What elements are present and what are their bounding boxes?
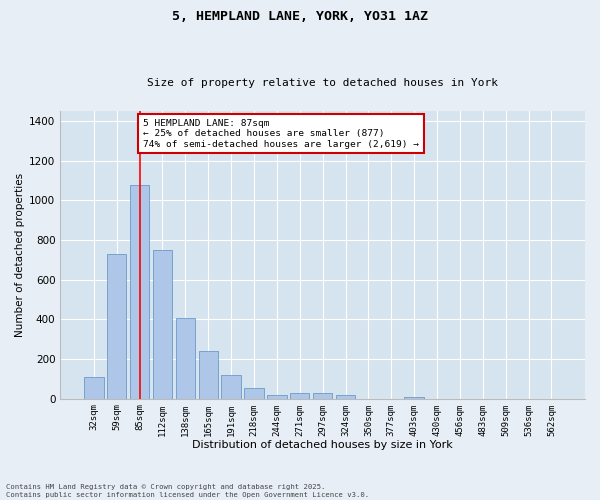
Y-axis label: Number of detached properties: Number of detached properties bbox=[15, 173, 25, 337]
Text: 5, HEMPLAND LANE, YORK, YO31 1AZ: 5, HEMPLAND LANE, YORK, YO31 1AZ bbox=[172, 10, 428, 23]
Bar bbox=[153, 250, 172, 398]
Bar bbox=[313, 394, 332, 398]
Bar bbox=[199, 352, 218, 399]
Text: 5 HEMPLAND LANE: 87sqm
← 25% of detached houses are smaller (877)
74% of semi-de: 5 HEMPLAND LANE: 87sqm ← 25% of detached… bbox=[143, 119, 419, 148]
Title: Size of property relative to detached houses in York: Size of property relative to detached ho… bbox=[147, 78, 498, 88]
Bar bbox=[290, 393, 310, 398]
Bar bbox=[336, 395, 355, 398]
Bar bbox=[267, 395, 287, 398]
Bar bbox=[404, 397, 424, 398]
Bar bbox=[107, 254, 127, 398]
Text: Contains HM Land Registry data © Crown copyright and database right 2025.
Contai: Contains HM Land Registry data © Crown c… bbox=[6, 484, 369, 498]
Bar bbox=[244, 388, 264, 398]
X-axis label: Distribution of detached houses by size in York: Distribution of detached houses by size … bbox=[192, 440, 453, 450]
Bar bbox=[84, 377, 104, 398]
Bar bbox=[130, 186, 149, 398]
Bar bbox=[176, 318, 195, 398]
Bar bbox=[221, 375, 241, 398]
